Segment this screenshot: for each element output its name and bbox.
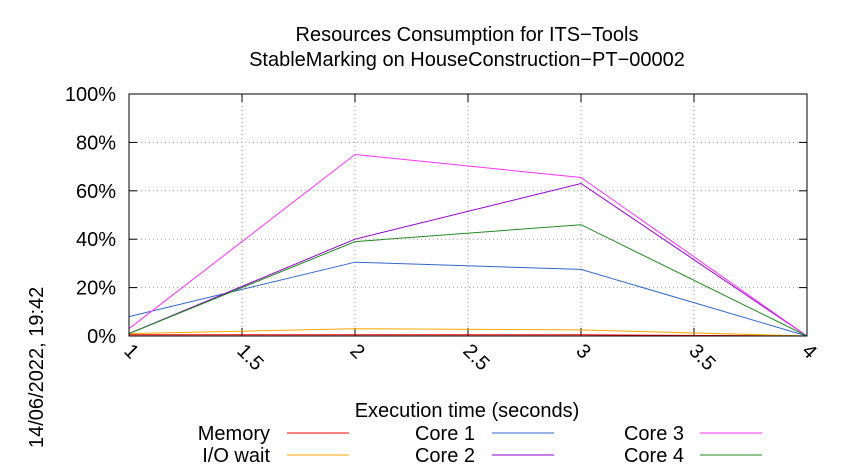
y-tick-label: 100%	[65, 84, 116, 106]
x-tick-label: 2	[345, 340, 368, 363]
plot-frame	[128, 93, 808, 337]
chart-subtitle: StableMarking on HouseConstruction−PT−00…	[249, 49, 685, 71]
series-line-i-o-wait	[128, 328, 808, 337]
x-tick-label: 4	[797, 340, 820, 363]
series-line-core-2	[128, 182, 808, 337]
x-axis-label: Execution time (seconds)	[355, 400, 580, 422]
series-line-core-4	[128, 224, 808, 337]
legend-label-core-3: Core 3	[624, 423, 684, 445]
axis-ticks: 0% 20% 40% 60% 80% 100% 1 1.5 2 2.5 3 3.5 4	[65, 84, 821, 375]
chart-title: Resources Consumption for ITS−Tools	[296, 24, 639, 46]
series-line-core-3	[128, 153, 808, 337]
grid	[129, 94, 807, 336]
series-line-memory	[129, 334, 808, 337]
legend-label-core-4: Core 4	[624, 445, 684, 467]
x-tick-label: 1.5	[232, 340, 267, 375]
x-tick-label: 1	[119, 340, 142, 363]
y-tick-label: 80%	[76, 132, 116, 154]
legend-label-core-2: Core 2	[415, 445, 475, 467]
y-tick-label: 60%	[76, 181, 116, 203]
legend-label-core-1: Core 1	[415, 423, 475, 445]
x-tick-label: 3.5	[684, 340, 719, 375]
y-tick-label: 20%	[76, 278, 116, 300]
series-line-core-1	[128, 261, 808, 337]
legend-label-memory: Memory	[198, 423, 270, 445]
series-lines	[128, 153, 808, 337]
y-tick-label: 0%	[87, 326, 116, 348]
x-tick-label: 3	[571, 340, 594, 363]
timestamp: 14/06/2022, 19:42	[26, 287, 48, 448]
legend-label-i-o-wait: I/O wait	[202, 445, 270, 467]
x-tick-label: 2.5	[458, 340, 493, 375]
y-tick-label: 40%	[76, 229, 116, 251]
